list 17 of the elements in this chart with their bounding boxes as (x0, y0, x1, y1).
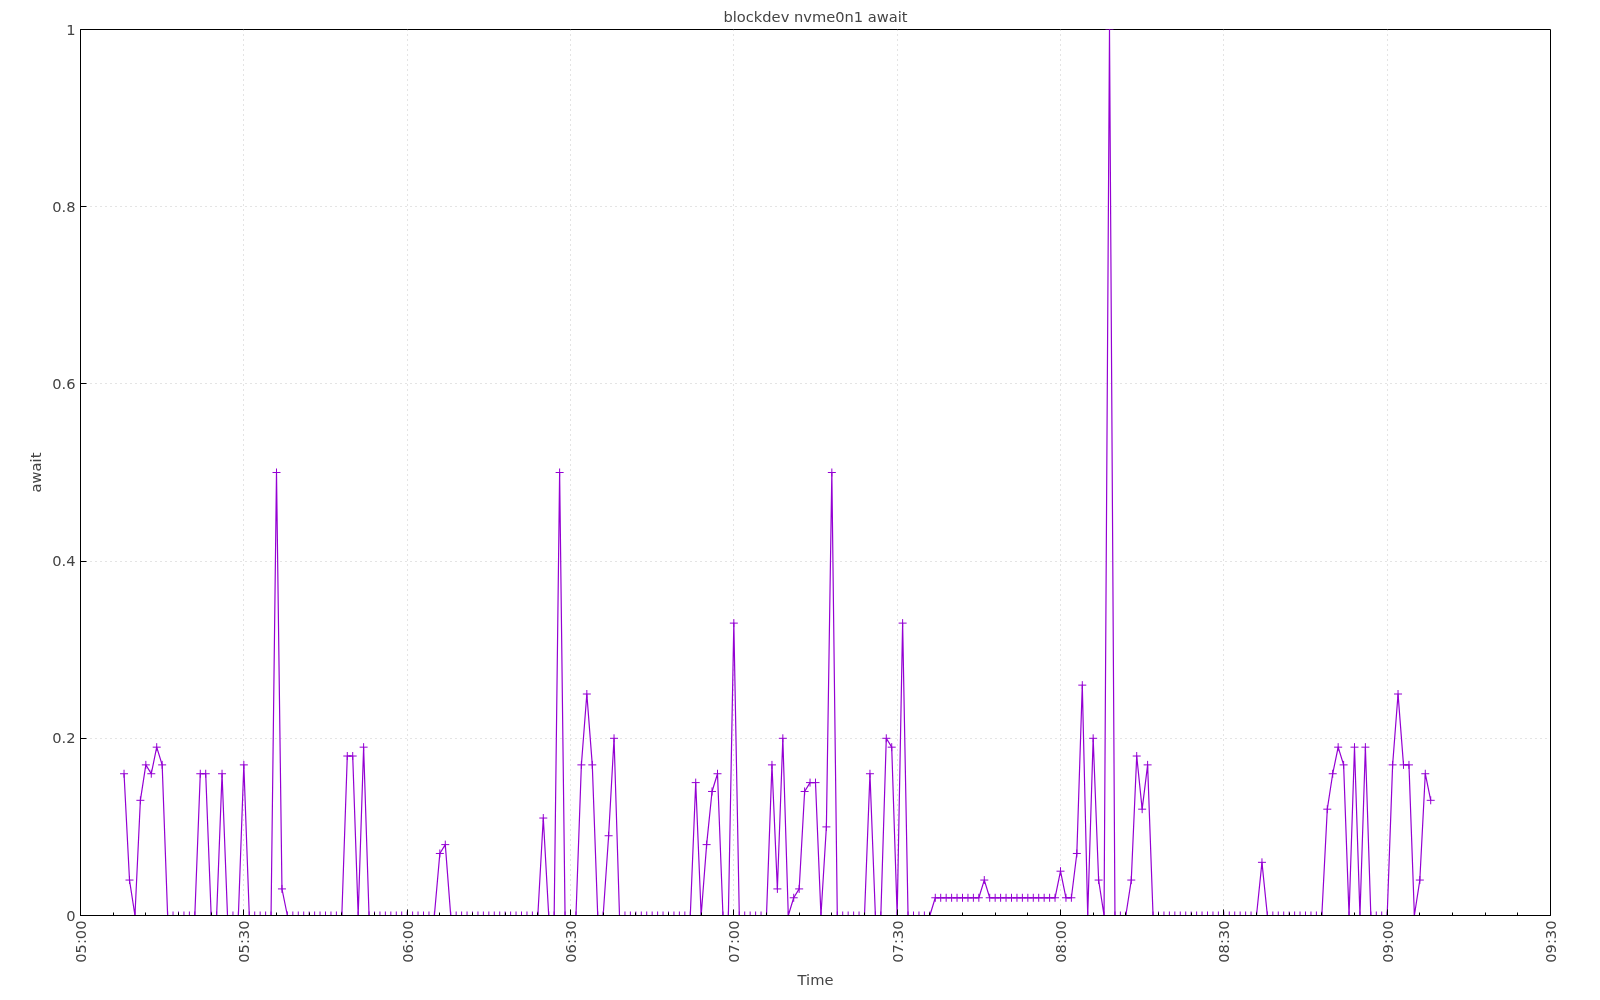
x-tick-label: 06:30 (562, 920, 579, 963)
x-tick-label: 06:00 (398, 920, 416, 963)
x-tick-label: 09:00 (1378, 920, 1396, 963)
x-tick-label: 05:30 (235, 920, 253, 963)
y-tick-label: 0.2 (52, 729, 76, 747)
y-tick-label: 0.4 (52, 552, 76, 570)
x-tick-label: 09:30 (1542, 920, 1559, 963)
x-tick-label: 08:30 (1215, 920, 1233, 963)
y-axis-title: await (27, 452, 45, 493)
y-tick-label: 0.8 (52, 197, 76, 215)
y-tick-label: 0.6 (52, 374, 76, 392)
x-tick-label: 07:30 (888, 920, 906, 963)
chart-title: blockdev nvme0n1 await (723, 7, 908, 25)
y-tick-label: 1 (66, 20, 76, 38)
x-axis-title: Time (796, 970, 834, 988)
x-tick-label: 07:00 (725, 920, 743, 963)
x-tick-label: 08:00 (1052, 920, 1069, 963)
